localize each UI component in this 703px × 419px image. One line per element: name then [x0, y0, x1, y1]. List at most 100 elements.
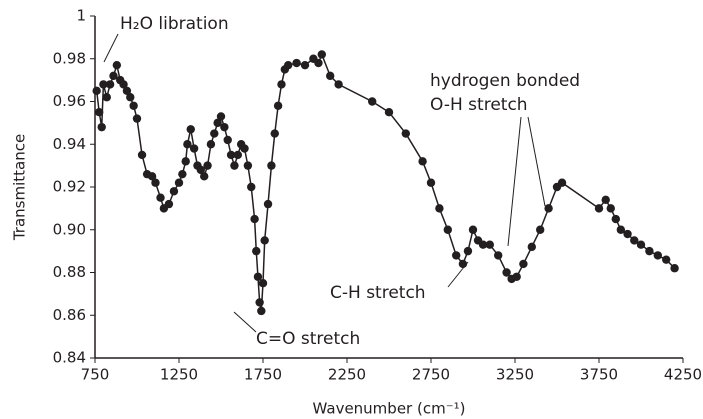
- data-point: [611, 214, 620, 224]
- data-point: [263, 199, 273, 209]
- y-tick-label: 0.96: [53, 92, 86, 110]
- y-tick-label: 0.92: [53, 178, 86, 196]
- data-point: [156, 193, 165, 202]
- data-point: [485, 240, 494, 249]
- series-line: [95, 52, 676, 312]
- data-point: [252, 246, 261, 256]
- y-tick-label: 0.84: [53, 349, 86, 367]
- y-tick-label: 1: [76, 7, 86, 25]
- x-tick-label: 2750: [412, 366, 450, 384]
- data-point: [277, 80, 286, 89]
- data-point: [253, 272, 263, 281]
- data-point: [601, 195, 610, 205]
- data-point: [164, 199, 174, 209]
- data-point: [662, 255, 671, 264]
- y-axis-label: Transmittance: [11, 134, 29, 241]
- data-point: [636, 240, 646, 249]
- data-point: [653, 251, 662, 260]
- data-point: [169, 187, 179, 196]
- data-point: [181, 157, 190, 166]
- data-point: [243, 161, 253, 170]
- data-point: [137, 150, 147, 160]
- y-tick-label: 0.94: [53, 135, 86, 153]
- data-point: [512, 272, 521, 281]
- data-point: [210, 129, 219, 138]
- data-point: [544, 204, 553, 213]
- annotation-line: [103, 33, 119, 63]
- data-point: [267, 161, 276, 170]
- data-point: [494, 251, 503, 260]
- data-point: [326, 71, 335, 81]
- data-point: [317, 50, 326, 59]
- data-point: [623, 229, 632, 239]
- data-point: [230, 161, 239, 170]
- data-point: [129, 101, 138, 110]
- data-point: [174, 178, 184, 187]
- data-point: [206, 140, 216, 149]
- data-point: [250, 214, 259, 224]
- data-point: [132, 114, 142, 123]
- annotation-line: [233, 311, 257, 333]
- x-tick-label: 3250: [496, 366, 534, 384]
- data-point: [670, 264, 679, 273]
- data-point: [452, 251, 461, 260]
- data-point: [126, 93, 135, 102]
- data-point: [213, 118, 222, 128]
- data-point: [536, 225, 545, 234]
- data-point: [292, 58, 301, 68]
- data-point: [368, 97, 377, 106]
- x-tick-label: 750: [81, 366, 110, 384]
- data-point: [105, 80, 115, 89]
- data-point: [435, 204, 444, 213]
- data-point: [273, 101, 283, 110]
- data-point: [606, 204, 615, 213]
- data-point: [226, 150, 236, 160]
- data-point: [196, 165, 206, 175]
- data-point: [240, 144, 249, 153]
- x-tick-label: 3750: [580, 366, 618, 384]
- data-point: [401, 129, 410, 138]
- data-point: [178, 169, 187, 179]
- data-point: [220, 122, 229, 132]
- data-point: [630, 236, 639, 245]
- data-point: [119, 80, 128, 89]
- x-tick-label: 1750: [244, 366, 282, 384]
- data-point: [183, 140, 192, 149]
- y-tick-label: 0.86: [53, 306, 86, 324]
- data-point: [109, 71, 118, 81]
- annotation: C=O stretch: [256, 329, 360, 349]
- x-tick-label: 1250: [160, 366, 198, 384]
- data-point: [122, 86, 132, 96]
- data-point: [270, 129, 279, 138]
- data-point: [203, 161, 212, 170]
- data-point: [594, 204, 604, 213]
- data-point: [519, 259, 528, 269]
- data-point: [95, 107, 104, 117]
- data-point: [502, 268, 511, 277]
- annotation: H₂O libration: [120, 14, 229, 34]
- y-tick-label: 0.98: [53, 49, 86, 67]
- data-point: [334, 80, 343, 89]
- x-axis-label: Wavenumber (cm⁻¹): [313, 400, 466, 418]
- data-point: [284, 60, 293, 70]
- annotation-line: [507, 116, 522, 247]
- annotation: hydrogen bonded: [430, 71, 580, 91]
- data-point: [557, 178, 567, 187]
- data-point: [418, 157, 427, 166]
- data-point: [616, 225, 626, 234]
- data-point: [233, 150, 242, 160]
- data-point: [102, 93, 111, 102]
- data-point: [645, 246, 654, 256]
- data-point: [300, 60, 310, 70]
- annotation-line: [527, 116, 546, 207]
- data-point: [186, 125, 195, 134]
- y-tick-label: 0.90: [53, 220, 86, 238]
- data-point: [247, 182, 256, 192]
- data-point: [147, 172, 157, 181]
- data-point: [443, 225, 452, 234]
- data-point: [260, 236, 269, 245]
- x-tick-label: 4250: [664, 366, 702, 384]
- data-point: [151, 178, 160, 187]
- data-point: [468, 225, 478, 234]
